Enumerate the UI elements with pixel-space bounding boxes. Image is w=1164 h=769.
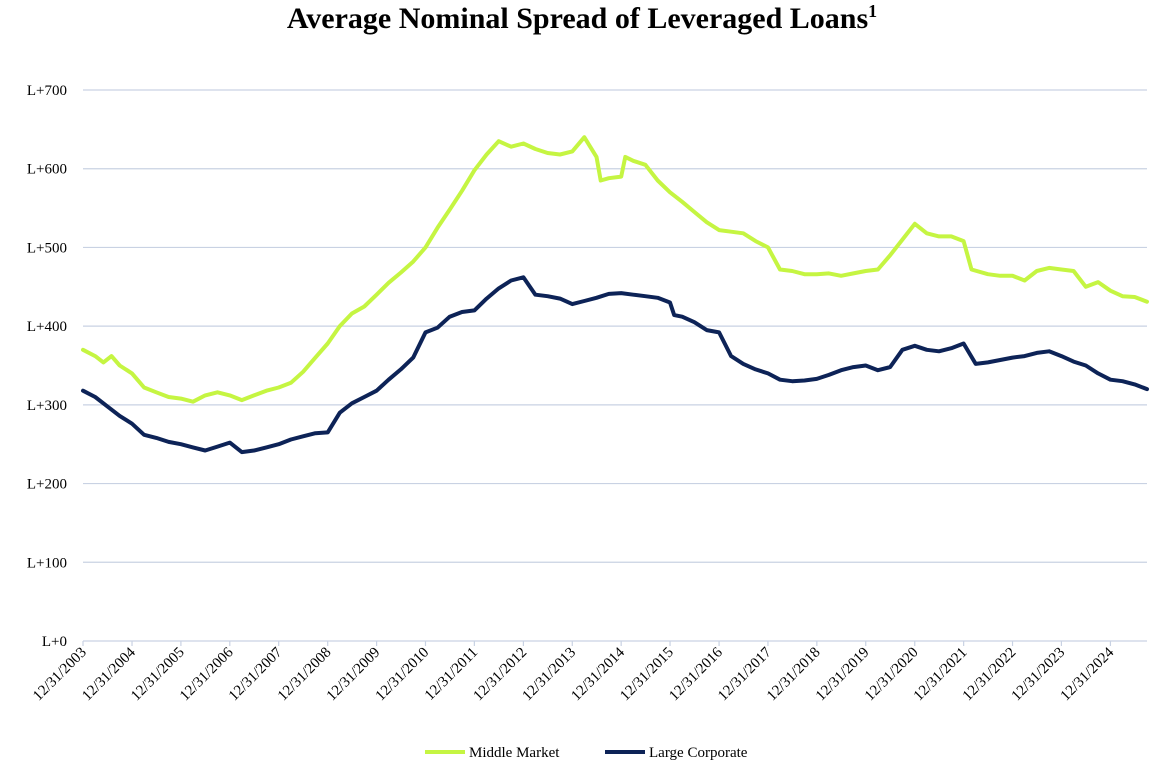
legend-label: Middle Market bbox=[469, 745, 560, 761]
y-tick-label: L+400 bbox=[27, 319, 67, 335]
y-tick-label: L+200 bbox=[27, 477, 67, 493]
legend-label: Large Corporate bbox=[649, 745, 748, 761]
chart-title: Average Nominal Spread of Leveraged Loan… bbox=[287, 1, 877, 35]
x-axis: 12/31/200312/31/200412/31/200512/31/2006… bbox=[30, 640, 1147, 704]
y-tick-label: L+300 bbox=[27, 398, 67, 414]
y-tick-label: L+0 bbox=[42, 634, 67, 650]
chart-title-text: Average Nominal Spread of Leveraged Loan… bbox=[287, 2, 868, 35]
y-tick-label: L+600 bbox=[27, 162, 67, 178]
legend: Middle Market Large Corporate bbox=[425, 745, 748, 761]
y-tick-label: L+700 bbox=[27, 83, 67, 99]
grid-lines bbox=[83, 89, 1147, 563]
y-tick-label: L+500 bbox=[27, 240, 67, 256]
series-line-middle-market bbox=[81, 135, 1149, 404]
chart-title-superscript: 1 bbox=[868, 1, 877, 21]
series-line-large-corporate bbox=[81, 275, 1149, 455]
series-lines bbox=[81, 135, 1149, 455]
y-tick-label: L+100 bbox=[27, 555, 67, 571]
x-tick-label: 12/31/2024 bbox=[1058, 644, 1118, 704]
y-axis-ticks: L+0 L+100 L+200 L+300 L+400 L+500 L+600 L+700 bbox=[27, 83, 67, 650]
